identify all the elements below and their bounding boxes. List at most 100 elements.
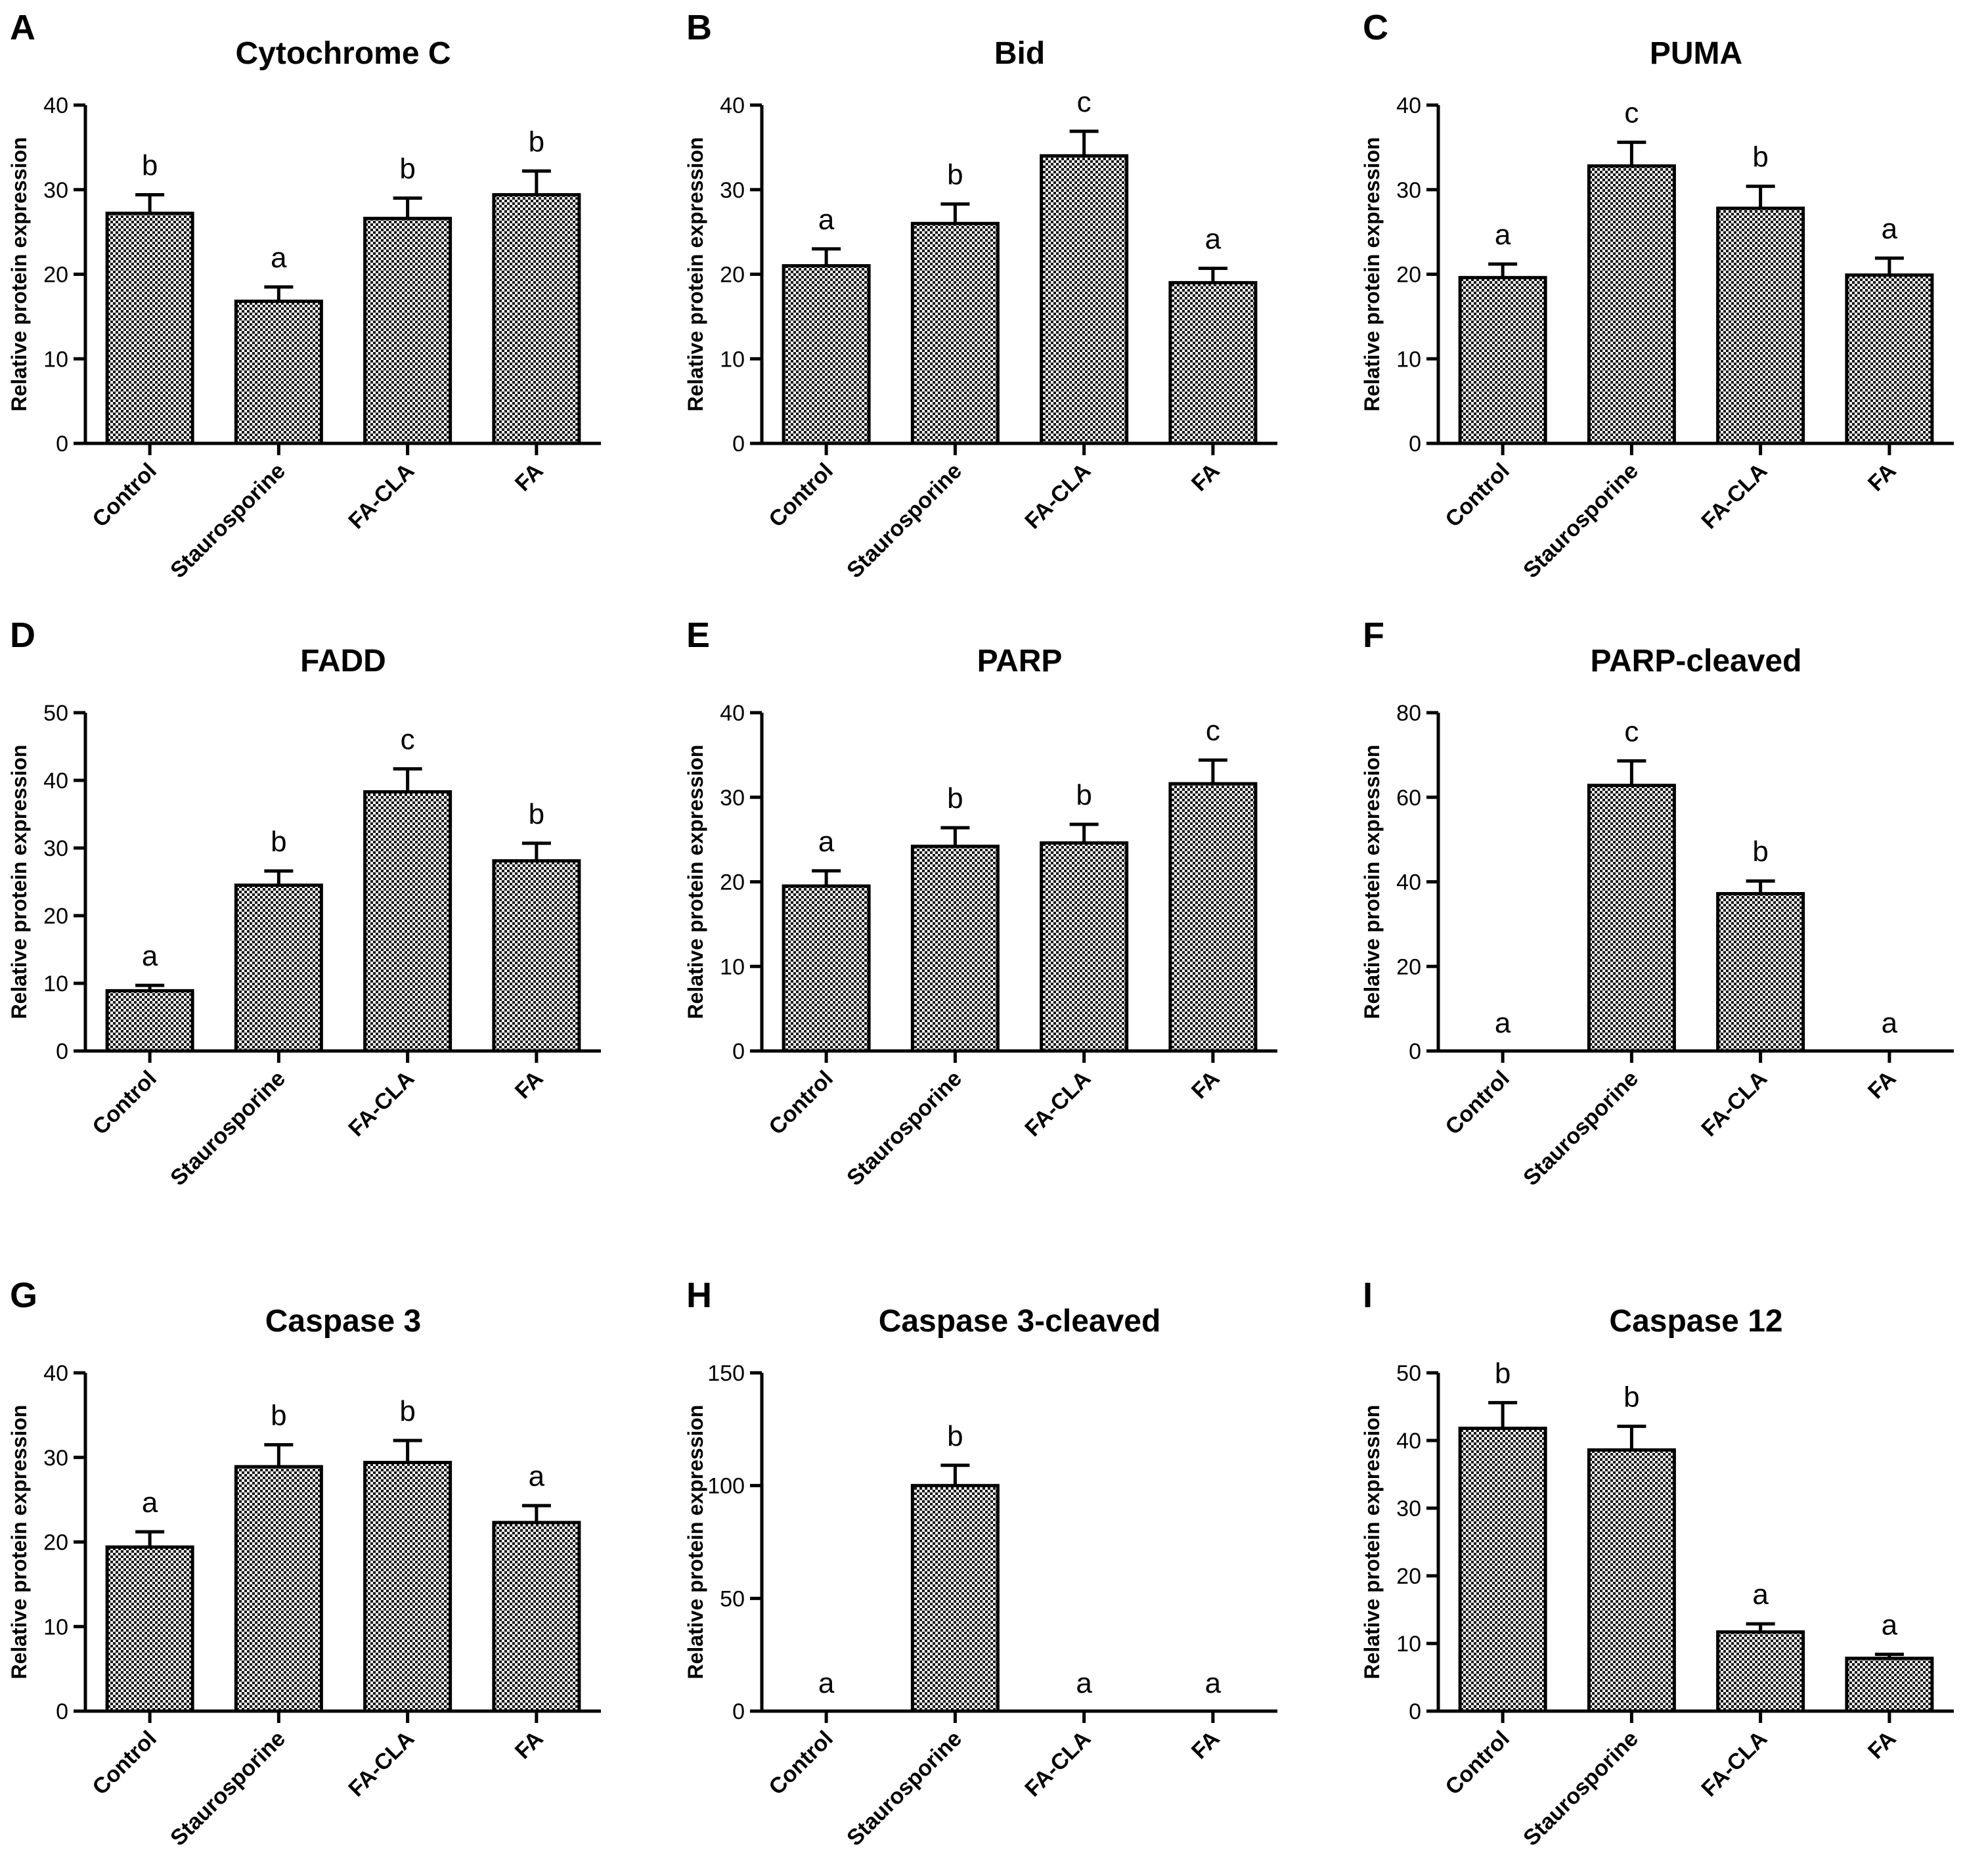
x-tick-label-staurosporine: Staurosporine — [166, 458, 290, 583]
x-tick-label-fa: FA — [1187, 458, 1225, 497]
chart-title: Caspase 3-cleaved — [879, 1304, 1161, 1339]
bar — [910, 1484, 1000, 1713]
significance-letter: a — [1882, 1007, 1898, 1039]
x-tick-label-fa-cla: FA-CLA — [1696, 1726, 1772, 1802]
x-tick-label-staurosporine: Staurosporine — [166, 1066, 290, 1191]
y-tick-label: 0 — [1409, 1039, 1421, 1064]
x-tick-label-control: Control — [87, 1726, 161, 1800]
y-tick-label: 40 — [1396, 1429, 1421, 1454]
y-tick-label: 40 — [43, 93, 68, 118]
y-axis-title: Relative protein expression — [1360, 745, 1384, 1019]
significance-letter: a — [1495, 219, 1511, 251]
significance-letter: a — [1205, 223, 1222, 255]
x-tick-label-control: Control — [1440, 458, 1514, 532]
x-tick-label-fa-cla: FA-CLA — [1696, 1066, 1772, 1142]
y-tick-label: 0 — [732, 1039, 745, 1064]
panel-letter: H — [686, 1276, 712, 1315]
y-tick-label: 30 — [43, 178, 68, 203]
significance-letter: b — [1752, 141, 1768, 173]
y-tick-label: 50 — [720, 1586, 745, 1611]
x-tick-label-staurosporine: Staurosporine — [1518, 458, 1643, 583]
panel-g: G Caspase 3 Relative protein expression 0 10… — [7, 1276, 601, 1851]
y-tick-label: 40 — [1396, 870, 1421, 895]
significance-letter: a — [1882, 213, 1898, 245]
significance-letter: b — [529, 798, 544, 830]
bar — [1458, 276, 1547, 445]
significance-letter: a — [142, 1486, 158, 1519]
y-tick-label: 30 — [720, 178, 745, 203]
x-tick-label-fa: FA — [1187, 1066, 1225, 1104]
significance-letter: b — [1495, 1357, 1511, 1389]
significance-letter: b — [271, 826, 286, 858]
chart-title: Bid — [994, 36, 1045, 71]
panel-letter: E — [686, 615, 710, 655]
chart-title: FADD — [300, 644, 386, 679]
x-tick-label-fa: FA — [1863, 1726, 1901, 1764]
bar — [1587, 784, 1676, 1053]
chart-title: PARP-cleaved — [1591, 644, 1802, 679]
chart-title: PARP — [977, 644, 1063, 679]
x-tick-label-staurosporine: Staurosporine — [1518, 1066, 1643, 1191]
bar — [910, 221, 1000, 445]
y-tick-label: 10 — [43, 1615, 68, 1640]
significance-letter: b — [529, 125, 544, 158]
chart-title: Caspase 3 — [265, 1304, 422, 1339]
x-tick-label-fa: FA — [510, 1726, 548, 1764]
y-tick-label: 0 — [1409, 1699, 1421, 1724]
chart-title: PUMA — [1650, 36, 1742, 71]
panel-letter: D — [10, 615, 35, 655]
x-tick-label-control: Control — [1440, 1066, 1514, 1140]
x-tick-label-fa: FA — [510, 1066, 548, 1104]
bar — [234, 1465, 323, 1713]
bar — [1040, 841, 1129, 1053]
bar — [1845, 273, 1934, 445]
bar — [105, 1545, 194, 1713]
bar — [1587, 1448, 1676, 1713]
significance-letter: a — [1076, 1667, 1092, 1699]
significance-letter: a — [142, 940, 158, 972]
y-tick-label: 0 — [56, 1039, 68, 1064]
y-tick-label: 40 — [43, 769, 68, 793]
panel-letter: I — [1363, 1276, 1373, 1315]
y-axis-title: Relative protein expression — [1360, 1405, 1384, 1680]
panel-letter: C — [1363, 8, 1388, 47]
panel-letter: F — [1363, 615, 1384, 655]
y-tick-label: 40 — [1396, 93, 1421, 118]
significance-letter: a — [1495, 1007, 1511, 1039]
significance-letter: b — [947, 1420, 963, 1452]
y-tick-label: 20 — [720, 870, 745, 895]
significance-letter: b — [1076, 779, 1092, 811]
bar — [1845, 1657, 1934, 1713]
significance-letter: a — [271, 242, 287, 274]
x-tick-label-fa-cla: FA-CLA — [343, 458, 419, 534]
x-tick-label-fa-cla: FA-CLA — [343, 1066, 419, 1142]
significance-letter: c — [1624, 715, 1639, 748]
y-tick-label: 20 — [43, 1530, 68, 1555]
bar — [1716, 1630, 1805, 1713]
panel-e: E PARP Relative protein expression 0 10 20 30 4… — [684, 615, 1277, 1191]
significance-letter: b — [947, 782, 963, 815]
significance-letter: b — [271, 1399, 286, 1431]
panel-letter: A — [10, 8, 35, 47]
y-tick-label: 10 — [43, 347, 68, 372]
y-tick-label: 10 — [1396, 347, 1421, 372]
x-tick-label-fa-cla: FA-CLA — [1020, 458, 1095, 534]
y-tick-label: 60 — [1396, 786, 1421, 811]
y-axis-title: Relative protein expression — [7, 1405, 31, 1680]
y-tick-label: 10 — [43, 972, 68, 996]
panel-i: I Caspase 12 Relative protein expression 0 1… — [1360, 1276, 1954, 1851]
significance-letter: a — [1882, 1609, 1898, 1641]
y-tick-label: 30 — [1396, 178, 1421, 203]
significance-letter: b — [399, 1395, 415, 1427]
bar — [492, 859, 581, 1053]
panel-letter: G — [10, 1276, 37, 1315]
x-tick-label-staurosporine: Staurosporine — [842, 1066, 967, 1191]
y-tick-label: 0 — [56, 432, 68, 457]
x-tick-label-fa-cla: FA-CLA — [1696, 458, 1772, 534]
bar — [492, 192, 581, 445]
y-axis-title: Relative protein expression — [7, 137, 31, 412]
significance-letter: a — [818, 826, 835, 858]
y-tick-label: 40 — [720, 701, 745, 726]
bar — [234, 300, 323, 445]
